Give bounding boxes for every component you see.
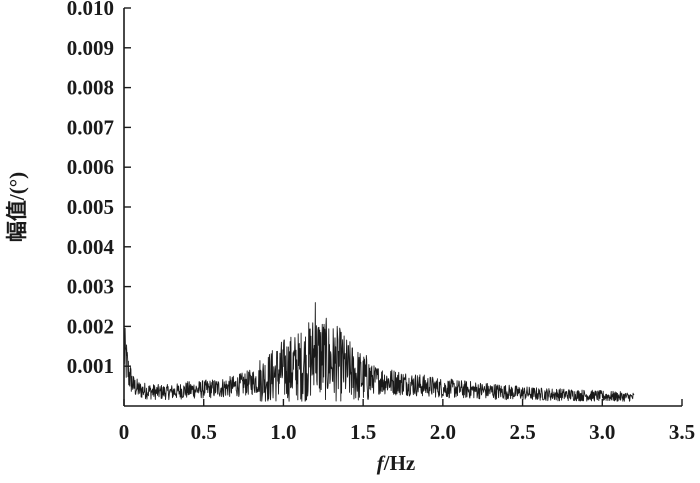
y-tick-label: 0.001 <box>67 354 114 378</box>
y-tick-label: 0.007 <box>67 115 114 139</box>
x-axis-title-unit: /Hz <box>383 451 416 475</box>
x-tick-label: 3.0 <box>589 420 615 444</box>
x-axis-title-symbol: f <box>377 451 386 475</box>
y-tick-label: 0.004 <box>67 235 115 259</box>
ticks: 0 0.5 1.0 1.5 2.0 2.5 3.0 3.5 0.001 0.002 0.003 0.0… <box>67 0 695 444</box>
axes <box>123 8 682 407</box>
y-tick-label: 0.008 <box>67 76 114 100</box>
x-tick-label: 1.5 <box>350 420 376 444</box>
y-tick-label: 0.002 <box>67 314 114 338</box>
x-tick-label: 2.5 <box>509 420 535 444</box>
x-tick-label: 0.5 <box>191 420 217 444</box>
y-axis-title: 幅值/(°) <box>5 172 29 242</box>
x-axis-title: f/Hz <box>377 451 416 475</box>
y-tick-label: 0.005 <box>67 195 114 219</box>
spectrum-line <box>123 302 635 402</box>
y-tick-label: 0.010 <box>67 0 114 20</box>
x-tick-label: 2.0 <box>430 420 456 444</box>
x-tick-label: 3.5 <box>669 420 695 444</box>
y-tick-label: 0.006 <box>67 155 114 179</box>
x-tick-label: 1.0 <box>270 420 296 444</box>
plot-area <box>123 302 635 402</box>
x-tick-label: 0 <box>119 420 130 444</box>
y-tick-label: 0.003 <box>67 275 114 299</box>
y-tick-label: 0.009 <box>67 36 114 60</box>
